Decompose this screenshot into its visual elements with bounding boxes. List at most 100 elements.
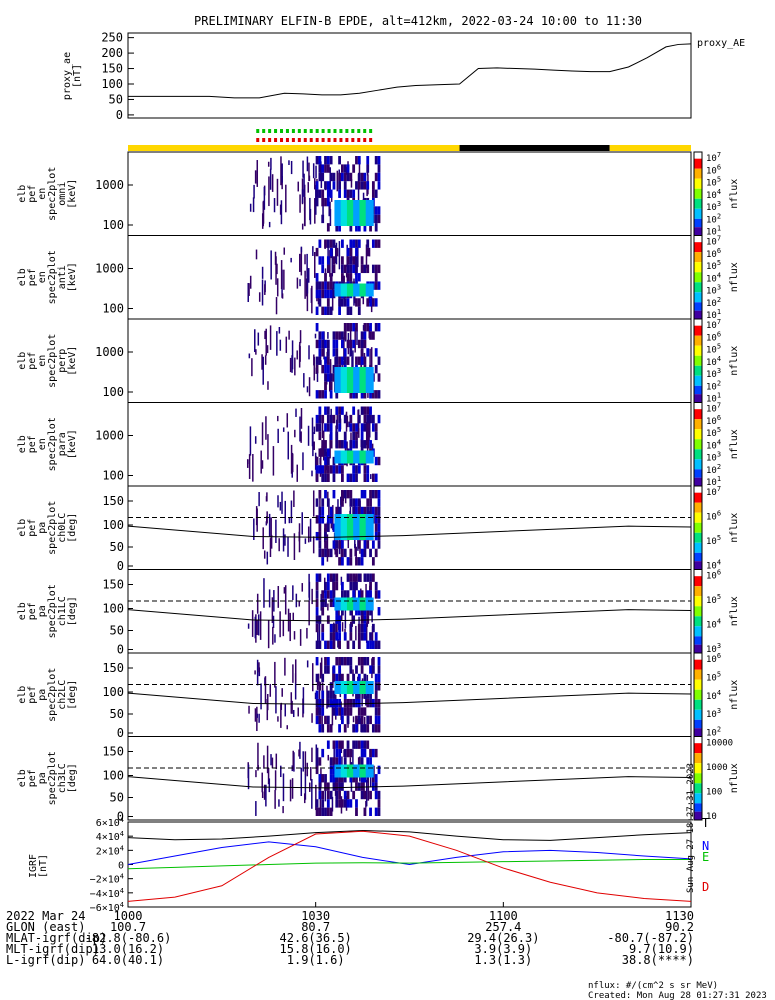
spectrum-pixel: [299, 279, 301, 287]
spectrum-pixel: [298, 600, 301, 607]
ephemeris-cell: 42.6(36.5): [280, 931, 352, 945]
spectrum-pixel: [321, 414, 325, 424]
spectrum-pixel: [301, 223, 304, 230]
spectrum-pixel: [355, 724, 358, 733]
colorbar-tick-label: 103: [706, 642, 721, 655]
spectrum-pixel: [261, 266, 264, 279]
spectrum-pixel: [277, 495, 279, 508]
panel-frame: [127, 402, 692, 487]
spectrum-pixel: [377, 390, 381, 399]
spectrum-core: [359, 283, 368, 297]
spectrum-pixel: [346, 715, 350, 725]
spectrum-pixel: [360, 757, 364, 766]
spectrum-pixel: [357, 239, 361, 248]
spectrum-pixel: [332, 640, 336, 649]
spectrum-pixel: [321, 281, 325, 290]
spectrum-pixel: [270, 250, 272, 280]
ephemeris-cell: 3.9(3.9): [474, 942, 532, 956]
spectrum-pixel: [326, 465, 330, 474]
spectrum-pixel: [377, 807, 381, 816]
ephemeris-cell: 13.0(16.2): [92, 942, 164, 956]
colorbar-tick-label: 105: [706, 670, 721, 683]
spectrum-pixel: [313, 426, 316, 435]
spectrum-pixel: [298, 749, 300, 757]
spectrum-pixel: [371, 665, 375, 674]
spectrum-pixel: [355, 465, 358, 474]
spectrum-pixel: [363, 724, 367, 733]
spectrum-pixel: [281, 163, 283, 183]
spectrum-pixel: [369, 581, 372, 591]
spectrum-pixel: [332, 256, 336, 265]
spectrum-pixel: [349, 748, 353, 758]
colorbar-swatch: [694, 803, 702, 812]
spectrum-pixel: [284, 500, 286, 524]
spectrum-pixel: [254, 436, 257, 444]
proxy-ae-line: [128, 43, 692, 99]
panel-frame: [127, 235, 692, 320]
spectrum-pixel: [369, 757, 372, 766]
spectrum-pixel: [318, 448, 322, 457]
panel-ylabel-line: pef: [27, 519, 38, 537]
spectrum-core: [359, 514, 368, 540]
spectrum-pixel: [312, 536, 315, 554]
spectrum-pixel: [268, 778, 271, 793]
panel-ylabel-line: ch3LC: [57, 763, 68, 793]
spectrum-pixel: [319, 448, 322, 475]
spectrum-pixel: [304, 751, 307, 775]
spectrum-pixel: [360, 573, 362, 583]
colorbar-swatch: [694, 596, 702, 607]
spectrum-pixel: [366, 431, 370, 441]
spectrum-pixel: [363, 406, 367, 415]
spectrum-pixel: [346, 189, 350, 198]
spectrum-pixel: [377, 214, 381, 224]
spectrum-pixel: [374, 715, 378, 725]
science-zone-marker-green: [369, 129, 373, 133]
spectrum-pixel: [358, 160, 361, 180]
science-zone-marker-red: [327, 138, 331, 142]
colorbar-label: nflux: [729, 513, 740, 543]
colorbar-tick-label: 103: [706, 451, 721, 464]
spectrum-pixel: [319, 662, 322, 679]
spectrum-core: [353, 283, 362, 297]
spectrum-pixel: [338, 782, 341, 791]
spectrum-pixel: [326, 264, 330, 274]
spectrum-pixel: [326, 740, 330, 749]
spectrum-pixel: [355, 298, 358, 307]
spectrum-pixel: [346, 490, 350, 499]
colorbar-tick-label: 105: [706, 593, 721, 606]
colorbar-swatch: [694, 626, 702, 637]
spectrum-pixel: [349, 339, 353, 349]
panel-ylabel-line: anti: [57, 265, 68, 289]
spectrum-pixel: [349, 264, 353, 274]
panel-ylabel-line: ch0LC: [57, 513, 68, 543]
spectrum-pixel: [324, 782, 327, 791]
spectrum-pixel: [374, 298, 378, 307]
panel-ylabel-line: elb: [17, 686, 28, 704]
spectrum-pixel: [315, 784, 317, 811]
spectrum-pixel: [366, 724, 370, 733]
science-zone-marker-green: [339, 129, 343, 133]
spectrum-pixel: [366, 164, 370, 173]
spectrum-pixel: [335, 799, 339, 808]
spectrum-pixel: [346, 557, 350, 566]
spectrum-pixel: [329, 247, 333, 257]
spectrum-pixel: [307, 182, 310, 193]
spectrum-pixel: [326, 239, 330, 248]
spectrum-pixel: [314, 692, 317, 700]
spectrum-pixel: [282, 427, 285, 432]
spectrum-pixel: [318, 406, 322, 415]
spectrum-pixel: [369, 348, 371, 370]
spectrum-pixel: [315, 744, 318, 769]
colorbar-swatch: [694, 218, 702, 228]
spectrum-pixel: [327, 754, 330, 761]
colorbar-tick-label: 103: [706, 367, 721, 380]
spectrum-pixel: [341, 799, 344, 808]
spectrum-pixel: [337, 639, 339, 648]
spectrum-pixel: [347, 346, 350, 355]
spectrum-pixel: [326, 523, 330, 532]
spectrum-pixel: [315, 573, 319, 582]
panel-tick-label: 150: [102, 578, 124, 592]
spectrum-pixel: [355, 239, 358, 248]
spectrum-pixel: [314, 452, 317, 470]
